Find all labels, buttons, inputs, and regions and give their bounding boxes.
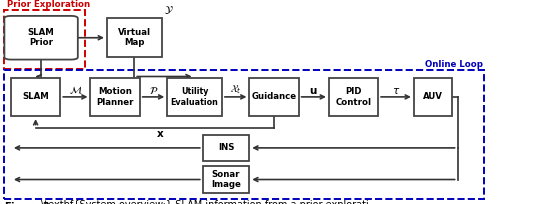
Text: PID
Control: PID Control [335,87,372,107]
Text: Sonar
Image: Sonar Image [211,170,241,189]
FancyBboxPatch shape [107,18,162,57]
Text: $\mathbf{x}$: $\mathbf{x}$ [156,129,164,139]
FancyBboxPatch shape [4,16,78,60]
FancyBboxPatch shape [90,78,140,116]
FancyBboxPatch shape [203,135,249,161]
Text: $\mathbf{u}$: $\mathbf{u}$ [310,86,318,96]
FancyBboxPatch shape [167,78,222,116]
Text: Online Loop: Online Loop [425,60,483,69]
Text: AUV: AUV [423,92,443,101]
Text: $\mathcal{X}_t$: $\mathcal{X}_t$ [230,83,242,96]
FancyBboxPatch shape [203,166,249,193]
FancyBboxPatch shape [414,78,452,116]
Text: $\mathcal{M}$: $\mathcal{M}$ [68,84,82,96]
FancyBboxPatch shape [329,78,378,116]
Text: Virtual
Map: Virtual Map [118,28,151,48]
Text: Motion
Planner: Motion Planner [96,87,134,107]
Text: $\mathcal{Y}$: $\mathcal{Y}$ [164,4,174,16]
Text: Prior Exploration: Prior Exploration [7,0,90,9]
Text: SLAM
Prior: SLAM Prior [28,28,54,48]
Text: INS: INS [218,143,235,152]
Text: Guidance: Guidance [252,92,296,101]
Text: \textbf{System overview:} SLAM information from a prior explorati: \textbf{System overview:} SLAM informati… [41,200,369,204]
Text: Utility
Evaluation: Utility Evaluation [170,87,219,107]
Text: SLAM: SLAM [22,92,49,101]
FancyBboxPatch shape [249,78,299,116]
Text: $\tau$: $\tau$ [392,86,400,96]
FancyBboxPatch shape [11,78,60,116]
Text: $\mathcal{P}$: $\mathcal{P}$ [149,85,158,96]
Text: $\bf{Figure\ 2.}$: $\bf{Figure\ 2.}$ [4,200,54,204]
